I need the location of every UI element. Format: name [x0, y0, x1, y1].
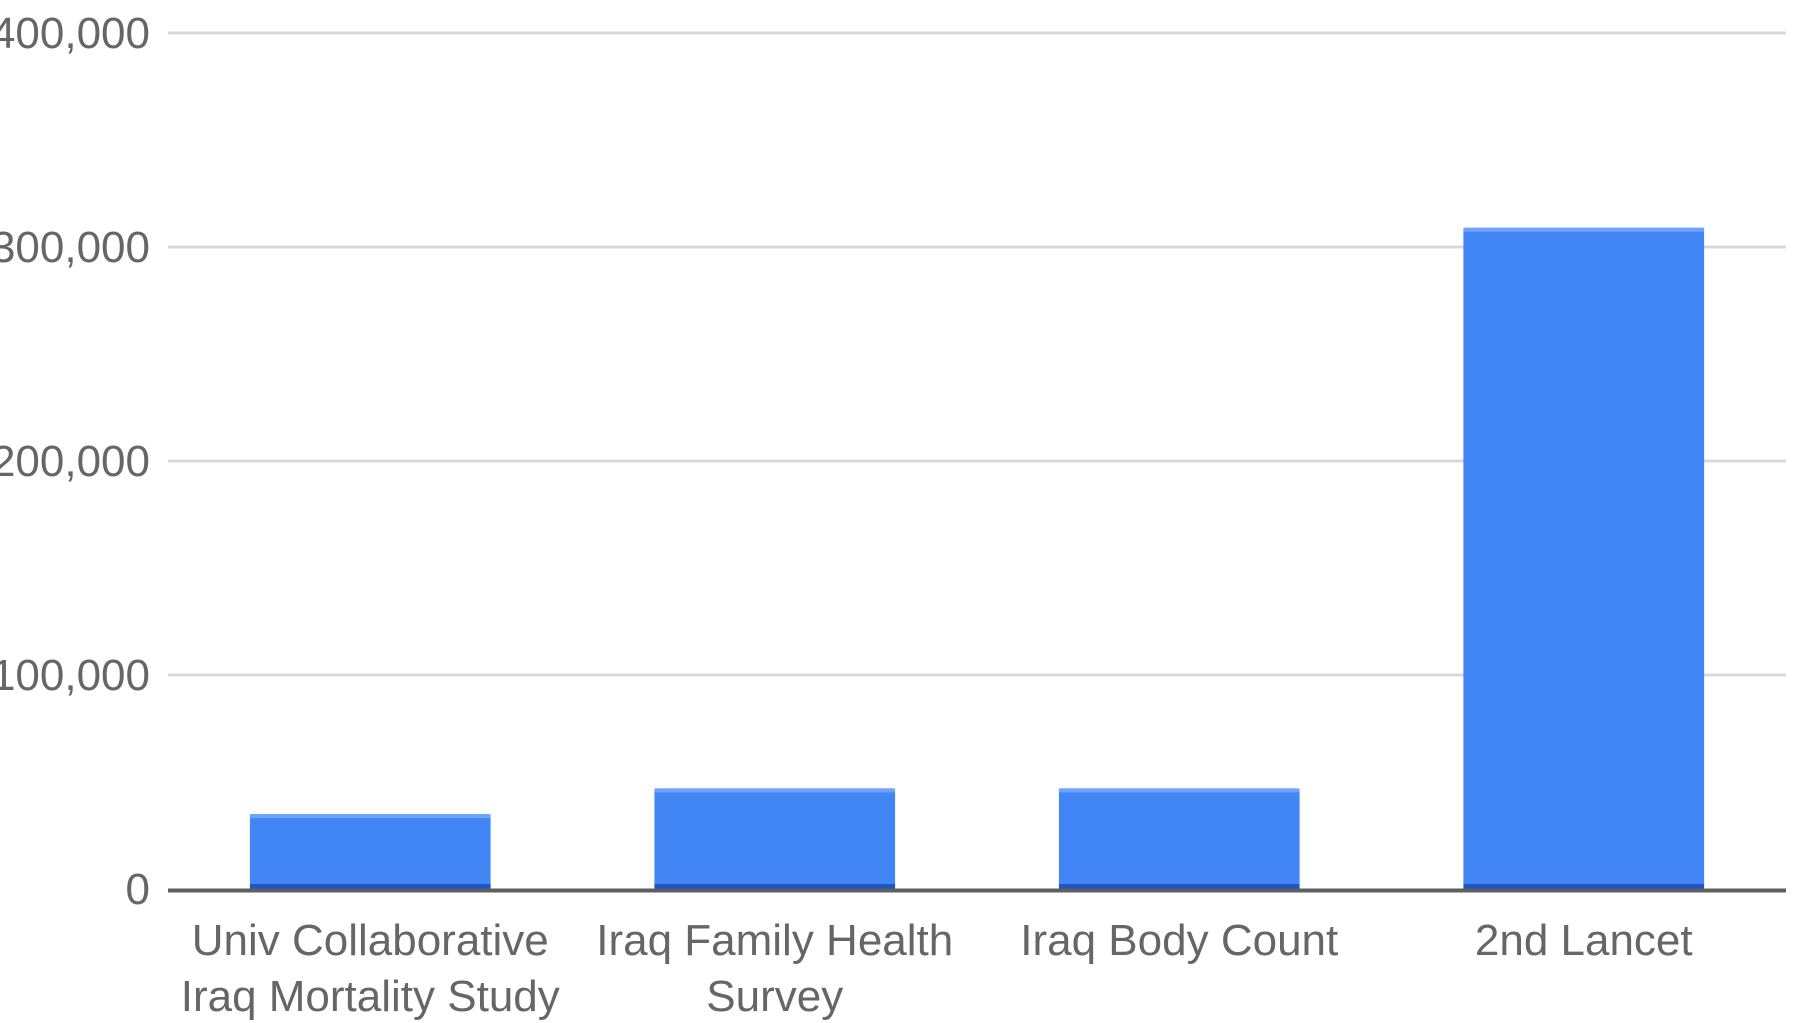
x-category-label-3: 2nd Lancet	[1475, 916, 1693, 965]
x-category-label-1-line-1: Survey	[706, 972, 843, 1021]
bar-top-edge-3	[1463, 227, 1705, 232]
bar-rect-3	[1463, 227, 1705, 890]
bar-1	[654, 788, 896, 889]
bar-bottom-edge-0	[249, 884, 491, 889]
x-category-label-0-line-0: Univ Collaborative	[192, 916, 549, 965]
y-axis-tick-labels: 0 100,000 200,000 300,000 400,000	[0, 9, 150, 914]
x-category-label-2-line-0: Iraq Body Count	[1020, 916, 1338, 965]
bar-0	[249, 814, 491, 889]
bar-rect-1	[654, 788, 896, 889]
x-category-label-2: Iraq Body Count	[1020, 916, 1338, 965]
x-category-label-0-line-1: Iraq Mortality Study	[181, 972, 560, 1021]
x-category-label-1: Iraq Family Health Survey	[596, 916, 953, 1021]
bar-top-edge-2	[1058, 788, 1300, 793]
bars	[249, 227, 1705, 890]
bar-bottom-edge-2	[1058, 884, 1300, 889]
bar-2	[1058, 788, 1300, 889]
bar-bottom-edge-1	[654, 884, 896, 889]
y-tick-label-1: 100,000	[0, 651, 150, 700]
bar-bottom-edge-3	[1463, 884, 1705, 889]
x-category-label-3-line-0: 2nd Lancet	[1475, 916, 1693, 965]
bar-rect-0	[249, 814, 491, 889]
y-tick-label-4: 400,000	[0, 9, 150, 58]
y-tick-label-0: 0	[126, 865, 150, 914]
bar-3	[1463, 227, 1705, 890]
y-tick-label-2: 200,000	[0, 437, 150, 486]
x-category-label-1-line-0: Iraq Family Health	[596, 916, 953, 965]
bar-rect-2	[1058, 788, 1300, 889]
x-axis-category-labels: Univ Collaborative Iraq Mortality Study Ir…	[181, 916, 1693, 1021]
bar-top-edge-0	[249, 814, 491, 819]
bar-top-edge-1	[654, 788, 896, 793]
x-category-label-0: Univ Collaborative Iraq Mortality Study	[181, 916, 560, 1021]
y-tick-label-3: 300,000	[0, 223, 150, 272]
